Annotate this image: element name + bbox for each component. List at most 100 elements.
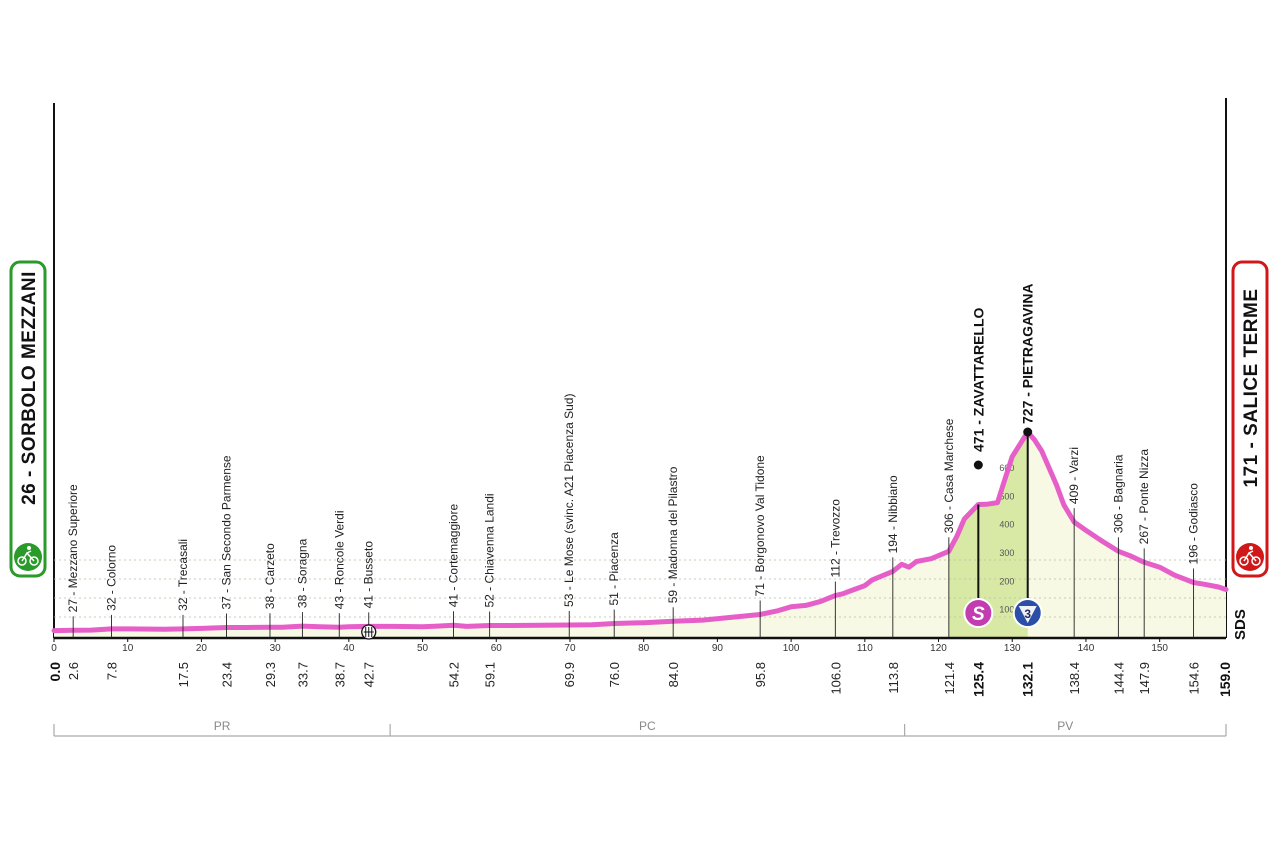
climb-name-label: 727 - PIETRAGAVINA — [1020, 283, 1036, 424]
finish-box-frame — [1231, 260, 1269, 578]
place-label: 38 - Soragna — [295, 538, 309, 608]
place-label: 51 - Piacenza — [607, 532, 621, 606]
feed-zone-icon — [361, 624, 377, 640]
km-label: 33.7 — [295, 662, 310, 687]
km-label: 84.0 — [666, 662, 681, 687]
x-tick-label: 90 — [712, 643, 724, 654]
kom-badge-label: 3 — [1024, 607, 1031, 621]
x-tick-label: 10 — [122, 643, 134, 654]
profile-area — [54, 432, 1226, 638]
place-label: 306 - Bagnaria — [1111, 454, 1125, 533]
place-label: 53 - Le Mose (svinc. A21 Piacenza Sud) — [562, 394, 576, 607]
place-label: 41 - Busseto — [362, 541, 376, 609]
x-tick-label: 0 — [51, 643, 57, 654]
climb-marker-dot — [973, 460, 983, 470]
kom-icon: 3 — [1012, 598, 1043, 628]
finish-box: 171 - SALICE TERME — [1231, 260, 1269, 578]
km-label: 144.4 — [1111, 662, 1126, 695]
km-label: 38.7 — [332, 662, 347, 687]
km-label: 7.8 — [104, 662, 119, 680]
place-label: 71 - Borgonovo Val Tidone — [753, 455, 767, 597]
km-label: 23.4 — [219, 662, 234, 687]
x-tick-label: 130 — [1004, 643, 1021, 654]
elevation-tick-label: 500 — [999, 491, 1014, 501]
climb-marker-dot — [1023, 427, 1033, 437]
place-label: 409 - Varzi — [1067, 447, 1081, 504]
rider-head — [27, 546, 31, 550]
elevation-tick-label: 100 — [999, 605, 1014, 615]
km-label: 113.8 — [886, 662, 901, 694]
sprint-badge-label: S — [972, 604, 985, 625]
km-label: 95.8 — [753, 662, 768, 687]
km-label: 121.4 — [942, 662, 957, 695]
start-box: 26 - SORBOLO MEZZANI — [9, 260, 47, 578]
x-tick-label: 80 — [638, 643, 650, 654]
km-label: 2.6 — [66, 662, 81, 680]
place-label: 59 - Madonna del Pilastro — [666, 466, 680, 603]
bike-wheel — [1251, 556, 1261, 566]
km-label: 138.4 — [1067, 662, 1082, 695]
start-cyclist-icon — [14, 543, 42, 571]
place-label: 52 - Chiavenna Landi — [483, 493, 497, 607]
km-label: 154.6 — [1187, 662, 1202, 695]
km-label: 76.0 — [607, 662, 622, 687]
place-label: 267 - Ponte Nizza — [1137, 449, 1151, 545]
km-label: 69.9 — [562, 662, 577, 687]
km-label: 17.5 — [176, 662, 191, 687]
x-tick-label: 60 — [491, 643, 503, 654]
climb-area — [948, 432, 1028, 638]
place-label: 196 - Godiasco — [1187, 483, 1201, 565]
place-label: 306 - Casa Marchese — [942, 418, 956, 533]
place-label: 194 - Nibbiano — [886, 475, 900, 553]
region-label: PV — [1057, 719, 1073, 733]
x-tick-label: 20 — [196, 643, 208, 654]
bike-frame — [21, 550, 35, 562]
x-tick-label: 70 — [564, 643, 576, 654]
km-label: 54.2 — [447, 662, 462, 687]
x-tick-label: 110 — [857, 643, 873, 654]
bike-wheel — [1239, 556, 1249, 566]
x-tick-label: 40 — [343, 643, 355, 654]
km-label: 147.9 — [1137, 662, 1152, 695]
x-tick-label: 50 — [417, 643, 429, 654]
finish-cyclist-icon — [1236, 543, 1264, 571]
finish-box-label: 171 - SALICE TERME — [1241, 288, 1262, 487]
place-label: 37 - San Secondo Parmense — [219, 455, 233, 609]
bike-frame — [1243, 550, 1257, 562]
km-label: 0.0 — [47, 662, 63, 682]
sponsor-logo: SDS — [1232, 609, 1249, 640]
place-label: 32 - Trecasali — [176, 539, 190, 611]
place-label: 112 - Trevozzo — [828, 499, 842, 578]
km-label: 42.7 — [362, 662, 377, 687]
elevation-tick-label: 300 — [999, 548, 1014, 558]
start-box-label: 26 - SORBOLO MEZZANI — [19, 271, 40, 505]
place-label: 38 - Carzeto — [263, 543, 277, 609]
elevation-tick-label: 400 — [999, 520, 1014, 530]
place-label: 41 - Cortemaggiore — [447, 504, 461, 608]
bike-wheel — [17, 556, 27, 566]
start-box-frame — [9, 260, 47, 578]
km-label: 132.1 — [1020, 662, 1036, 697]
sprint-badge-circle — [963, 598, 994, 628]
x-tick-label: 100 — [783, 643, 800, 654]
finish-cyclist-icon-circle — [1236, 543, 1264, 571]
km-label: 106.0 — [828, 662, 843, 695]
start-cyclist-icon-circle — [14, 543, 42, 571]
x-tick-label: 30 — [270, 643, 282, 654]
rider-head — [1249, 546, 1253, 550]
elevation-tick-label: 200 — [999, 576, 1014, 586]
x-tick-label: 120 — [930, 643, 947, 654]
x-tick-label: 150 — [1151, 643, 1168, 654]
km-label: 59.1 — [483, 662, 498, 687]
x-tick-label: 140 — [1078, 643, 1095, 654]
bike-wheel — [29, 556, 39, 566]
kom-triangle — [1018, 606, 1037, 623]
sprint-icon: S — [963, 598, 994, 628]
km-label: 125.4 — [970, 662, 986, 697]
place-label: 32 - Colorno — [104, 545, 118, 611]
km-label: 29.3 — [263, 662, 278, 687]
km-label: 159.0 — [1217, 662, 1233, 697]
climb-name-label: 471 - ZAVATTARELLO — [970, 307, 986, 452]
